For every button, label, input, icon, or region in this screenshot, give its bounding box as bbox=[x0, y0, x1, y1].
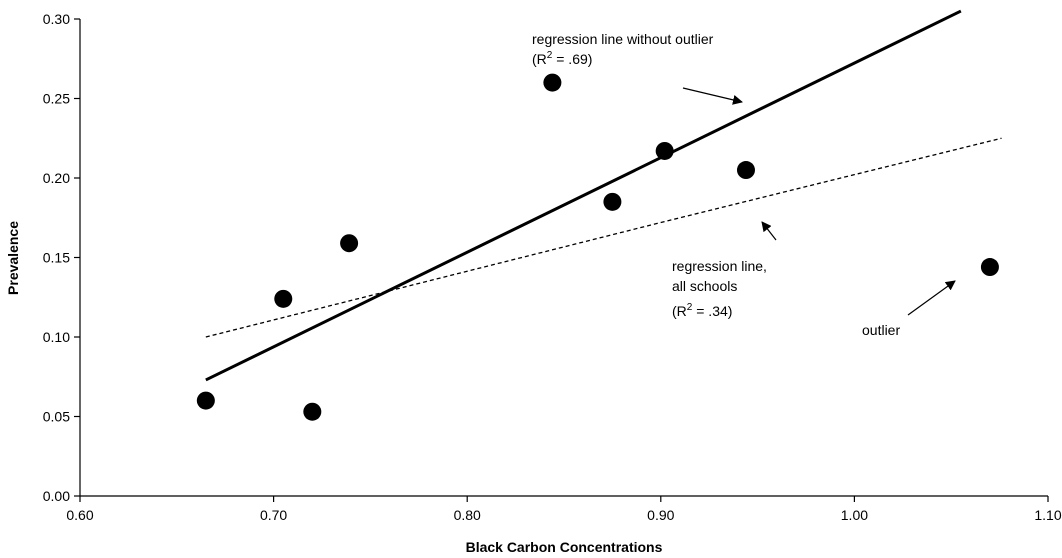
data-point bbox=[543, 73, 562, 92]
regression-line-without-outlier bbox=[205, 9, 962, 382]
annotation-outlier-arrow bbox=[907, 280, 956, 316]
annotation-outlier: outlier bbox=[862, 280, 956, 338]
axes bbox=[79, 19, 1048, 497]
x-tick-label: 0.90 bbox=[647, 507, 674, 523]
data-point bbox=[736, 161, 755, 180]
data-point bbox=[196, 391, 215, 410]
y-tick-label: 0.25 bbox=[43, 91, 70, 107]
annotation-without-outlier: regression line without outlier (R2 = .6… bbox=[532, 31, 743, 105]
regression-lines bbox=[205, 9, 1002, 382]
x-tick-label: 0.80 bbox=[454, 507, 481, 523]
x-tick-label: 1.00 bbox=[841, 507, 868, 523]
data-point bbox=[603, 192, 622, 211]
y-tick-label: 0.00 bbox=[43, 488, 70, 504]
x-tick-label: 1.10 bbox=[1034, 507, 1061, 523]
annotation-all-schools-label-2: all schools bbox=[672, 278, 737, 294]
y-tick-label: 0.05 bbox=[43, 409, 70, 425]
data-point bbox=[274, 289, 293, 308]
y-tick-label: 0.20 bbox=[43, 170, 70, 186]
ticks: 0.60 0.70 0.80 0.90 1.00 1.10 0.00 0.05 0.10 0.15… bbox=[43, 11, 1062, 523]
data-point bbox=[340, 234, 359, 253]
x-axis-title: Black Carbon Concentrations bbox=[466, 539, 663, 555]
annotation-all-schools-arrow bbox=[761, 221, 777, 241]
data-point bbox=[980, 258, 999, 277]
annotation-without-outlier-label: regression line without outlier bbox=[532, 31, 714, 47]
x-tick-label: 0.60 bbox=[66, 507, 93, 523]
annotation-all-schools: regression line, all schools (R2 = .34) bbox=[672, 221, 777, 319]
regression-line-all-schools bbox=[205, 137, 1002, 338]
y-tick-label: 0.30 bbox=[43, 11, 70, 27]
annotation-without-outlier-arrow bbox=[682, 87, 743, 105]
annotation-outlier-label: outlier bbox=[862, 322, 900, 338]
y-axis-title: Prevalence bbox=[5, 221, 21, 295]
x-tick-label: 0.70 bbox=[260, 507, 287, 523]
annotation-without-outlier-r2: (R2 = .69) bbox=[532, 50, 592, 67]
data-point bbox=[655, 141, 674, 160]
data-point bbox=[303, 402, 322, 421]
annotation-all-schools-label: regression line, bbox=[672, 258, 767, 274]
data-points bbox=[196, 73, 999, 421]
y-tick-label: 0.10 bbox=[43, 329, 70, 345]
y-tick-label: 0.15 bbox=[43, 250, 70, 266]
annotation-all-schools-r2: (R2 = .34) bbox=[672, 302, 732, 319]
